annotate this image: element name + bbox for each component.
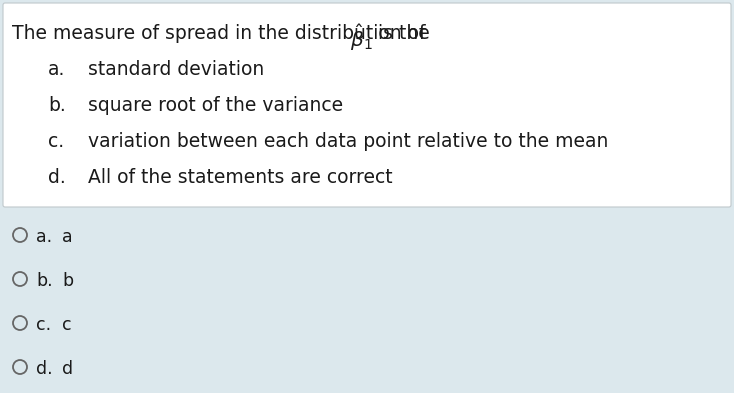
Text: c: c [62,316,72,334]
Circle shape [13,272,27,286]
Circle shape [13,228,27,242]
Text: a.: a. [48,60,65,79]
FancyBboxPatch shape [3,3,731,207]
Text: d.: d. [48,168,66,187]
Text: All of the statements are correct: All of the statements are correct [88,168,393,187]
Text: b: b [62,272,73,290]
Text: a.: a. [36,228,52,246]
Text: c.: c. [48,132,64,151]
Text: square root of the variance: square root of the variance [88,96,343,115]
Text: d: d [62,360,73,378]
Text: variation between each data point relative to the mean: variation between each data point relati… [88,132,608,151]
Text: The measure of spread in the distribution of: The measure of spread in the distributio… [12,24,432,43]
Text: b.: b. [48,96,66,115]
Text: $\hat{\beta}_1$: $\hat{\beta}_1$ [350,23,373,53]
Text: b.: b. [36,272,53,290]
Text: is the: is the [372,24,429,43]
Circle shape [13,360,27,374]
Text: a: a [62,228,73,246]
Circle shape [13,316,27,330]
Text: c.: c. [36,316,51,334]
Text: standard deviation: standard deviation [88,60,264,79]
Text: d.: d. [36,360,53,378]
